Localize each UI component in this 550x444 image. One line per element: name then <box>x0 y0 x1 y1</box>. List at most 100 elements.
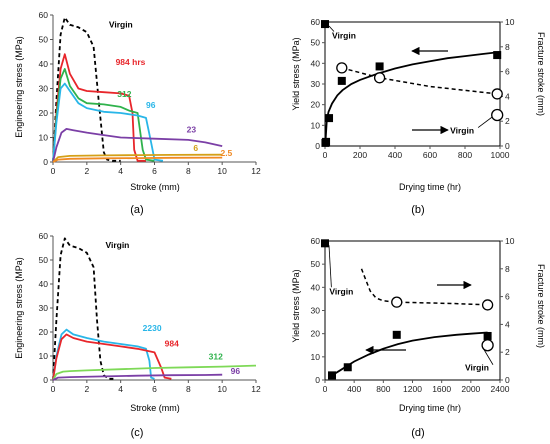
panel-c-y-tick-label: 60 <box>39 231 49 241</box>
yield-fit-line <box>324 51 501 147</box>
panel-c-x-tick-label: 8 <box>186 384 191 394</box>
yield-point <box>483 331 492 340</box>
series-23-line <box>52 128 223 163</box>
virgin-yield-label: Virgin <box>332 31 356 41</box>
panel-b-y2-tick-label: 4 <box>505 91 510 101</box>
panel-c-ylabel: Engineering stress (MPa) <box>14 257 24 359</box>
panel-a-ylabel: Engineering stress (MPa) <box>14 36 24 138</box>
panel-d-y2-tick-label: 8 <box>505 264 510 274</box>
yield-point <box>343 363 352 372</box>
panel-d-frame <box>324 240 501 381</box>
series-label: 312 <box>117 89 131 99</box>
panel-b-x-tick-label: 200 <box>353 150 367 160</box>
virgin-fracture-leader <box>482 347 494 365</box>
panel-c-y-tick-label: 40 <box>39 279 49 289</box>
panel-a-y-tick-label: 0 <box>43 157 48 167</box>
fracture-virgin-point <box>491 108 504 122</box>
panel-b: 0 200 400 600 800 100001020304050600246810Vir… <box>291 17 546 216</box>
panel-d-caption: (d) <box>411 427 424 439</box>
panel-a-y-tick-label: 40 <box>39 59 49 69</box>
panel-b-y2-tick-label: 6 <box>505 67 510 77</box>
panel-d-y2-tick-label: 10 <box>505 236 515 246</box>
panel-a-y-tick-label: 30 <box>39 84 49 94</box>
yield-point <box>321 239 329 248</box>
panel-b-y-tick-label: 40 <box>311 58 321 68</box>
panel-d-x-tick-label: 400 <box>347 384 361 394</box>
series-312-line <box>52 364 257 381</box>
series-label: 6 <box>193 143 198 153</box>
panel-b-y-tick-label: 10 <box>311 120 321 130</box>
panel-d-y-tick-label: 30 <box>311 306 321 316</box>
panel-c-caption: (c) <box>131 427 144 439</box>
panel-b-x-tick-label: 800 <box>458 150 472 160</box>
series-label: 96 <box>231 366 241 376</box>
panel-a-y-tick-label: 10 <box>39 133 49 143</box>
panel-c-y-tick-label: 50 <box>39 255 49 265</box>
panel-b-x-tick-label: 400 <box>388 150 402 160</box>
series-312-line <box>52 68 155 163</box>
panel-b-y-tick-label: 20 <box>311 100 321 110</box>
panel-a-x-tick-label: 4 <box>118 166 123 176</box>
yield-point <box>321 20 329 29</box>
panel-d-plot: 0 400 800 1200 1600 2000 240001020304050600246… <box>311 236 515 394</box>
series-label: 2230 <box>143 323 162 333</box>
series-label: 984 <box>165 338 179 348</box>
panel-a-y-tick-label: 50 <box>39 35 49 45</box>
yield-point <box>392 330 401 339</box>
panel-b-y-tick-label: 0 <box>315 141 320 151</box>
fracture-point <box>491 88 503 100</box>
panel-b-y2label: Fracture stroke (mm) <box>536 32 546 116</box>
fracture-point <box>373 72 386 84</box>
series-virgin-line <box>52 16 121 163</box>
series-virgin-line <box>52 237 114 381</box>
panel-d-y2-tick-label: 6 <box>505 292 510 302</box>
panel-b-y2-tick-label: 10 <box>505 17 515 27</box>
panel-b-ylabel: Yield stress (MPa) <box>291 37 301 110</box>
series-96-line <box>52 373 223 381</box>
panel-d-y-tick-label: 0 <box>315 375 320 385</box>
series-984-hrs-line <box>52 53 146 163</box>
panel-a-x-tick-label: 0 <box>51 166 56 176</box>
panel-b-y-tick-label: 50 <box>311 38 321 48</box>
panel-d-y-tick-label: 60 <box>311 236 321 246</box>
panel-d-xlabel: Drying time (hr) <box>399 403 461 413</box>
panel-b-plot: 0 200 400 600 800 100001020304050600246810Vir… <box>311 17 515 160</box>
panel-a-xlabel: Stroke (mm) <box>130 182 180 192</box>
series-2-5-line <box>52 156 223 163</box>
virgin-fracture-label: Virgin <box>465 363 489 373</box>
yield-point <box>337 76 346 85</box>
panel-d: 0 400 800 1200 1600 2000 240001020304050600246… <box>291 236 546 439</box>
panel-b-y-tick-label: 30 <box>311 79 321 89</box>
panel-a-x-tick-label: 8 <box>186 166 191 176</box>
series-label: 23 <box>187 125 197 135</box>
panel-c-y-tick-label: 20 <box>39 327 49 337</box>
series-6-line <box>52 153 223 163</box>
panel-a-y-tick-label: 20 <box>39 108 49 118</box>
panel-d-x-tick-label: 1600 <box>432 384 451 394</box>
panel-b-y2-tick-label: 0 <box>505 141 510 151</box>
panel-d-y2-tick-label: 2 <box>505 347 510 357</box>
panel-a-x-tick-label: 12 <box>251 166 261 176</box>
panel-c-x-tick-label: 2 <box>84 384 89 394</box>
virgin-fracture-leader <box>477 116 493 128</box>
panel-b-x-tick-label: 0 <box>323 150 328 160</box>
yield-point <box>328 371 336 380</box>
series-984-line <box>52 333 172 381</box>
series-2230-line <box>52 328 155 381</box>
series-label: 96 <box>146 100 156 110</box>
panel-b-y-tick-label: 60 <box>311 17 321 27</box>
fracture-point <box>391 296 403 308</box>
panel-d-x-tick-label: 0 <box>323 384 328 394</box>
fracture-fit-line <box>341 67 498 95</box>
virgin-yield-label: Virgin <box>329 286 353 296</box>
panel-d-y-tick-label: 10 <box>311 352 321 362</box>
panel-c-y-tick-label: 0 <box>43 375 48 385</box>
yield-point <box>322 137 331 146</box>
panel-c-x-tick-label: 6 <box>152 384 157 394</box>
panel-a-x-tick-label: 2 <box>84 166 89 176</box>
series-label: 2.5 <box>220 148 232 158</box>
panel-a-y-tick-label: 60 <box>39 10 49 20</box>
panel-d-y-tick-label: 20 <box>311 329 321 339</box>
